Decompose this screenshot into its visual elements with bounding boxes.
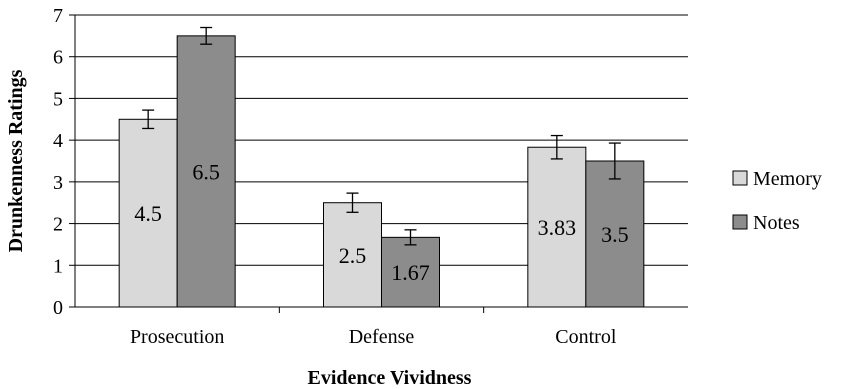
x-axis-title: Evidence Vividness <box>308 367 472 389</box>
y-tick-label: 5 <box>53 88 63 110</box>
bar-notes <box>176 35 236 308</box>
data-label: 3.5 <box>601 222 629 247</box>
y-tick-label: 0 <box>53 297 63 319</box>
x-category-label: Prosecution <box>130 326 224 348</box>
legend: Memory Notes <box>732 168 822 234</box>
x-category-label: Defense <box>349 326 415 348</box>
data-label: 2.5 <box>339 243 367 268</box>
legend-swatch-notes <box>732 214 748 230</box>
y-tick-label: 2 <box>53 214 63 236</box>
legend-label: Notes <box>753 212 800 234</box>
y-tick-label: 7 <box>53 5 63 27</box>
data-label: 3.83 <box>538 215 577 240</box>
legend-swatch-memory <box>732 170 748 186</box>
error-bars <box>142 26 621 246</box>
data-label: 1.67 <box>391 260 430 285</box>
data-label: 4.5 <box>134 201 162 226</box>
axes <box>74 15 688 313</box>
bar-memory <box>118 118 178 308</box>
data-label: 6.5 <box>192 159 220 184</box>
x-category-label: Control <box>555 326 617 348</box>
bar-notes <box>381 236 440 308</box>
data-labels: 4.5 6.5 2.5 1.67 3.83 3.5 <box>134 159 628 285</box>
y-tick-labels: 0 1 2 3 4 5 6 7 <box>53 5 63 319</box>
y-tick-label: 3 <box>53 172 63 194</box>
legend-label: Memory <box>753 168 822 190</box>
y-tick-label: 4 <box>53 130 63 152</box>
bar-memory <box>323 202 382 308</box>
bars <box>118 35 645 308</box>
y-tick-label: 6 <box>53 47 63 69</box>
y-axis-title: Drunkenness Ratings <box>5 69 27 252</box>
y-tick-label: 1 <box>53 255 63 277</box>
x-category-labels: Prosecution Defense Control <box>130 326 617 348</box>
